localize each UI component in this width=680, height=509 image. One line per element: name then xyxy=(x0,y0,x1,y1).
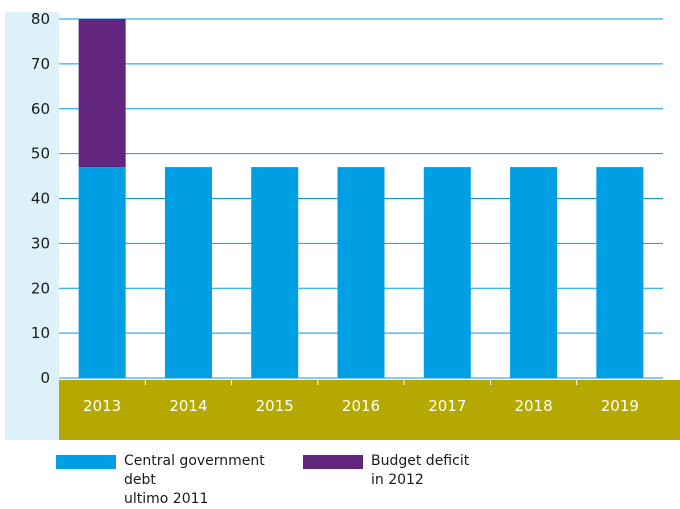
x-tick-label: 2014 xyxy=(169,397,207,415)
bar-debt xyxy=(164,167,212,378)
bar-debt xyxy=(251,167,299,378)
y-tick-label: 40 xyxy=(31,190,50,208)
y-tick-label: 0 xyxy=(40,369,50,387)
y-tick-label: 50 xyxy=(31,145,50,163)
x-tick-label: 2017 xyxy=(428,397,466,415)
y-tick-labels: 0 10 20 30 40 50 60 70 80 xyxy=(31,10,50,387)
legend-swatch-deficit xyxy=(303,455,363,469)
y-tick-label: 30 xyxy=(31,234,50,252)
y-tick-label: 80 xyxy=(31,10,50,28)
legend-label-deficit-line1: Budget deficit xyxy=(371,453,470,469)
bar-debt xyxy=(423,167,471,378)
legend-swatch-debt xyxy=(56,455,116,469)
bar-deficit xyxy=(78,19,126,168)
x-tick-label: 2018 xyxy=(514,397,552,415)
x-tick-label: 2016 xyxy=(342,397,380,415)
bar-debt xyxy=(596,167,644,378)
bar-debt xyxy=(510,167,558,378)
legend-item-deficit: Budget deficit in 2012 xyxy=(303,452,541,490)
x-tick-labels: 2013 2014 2015 2016 2017 2018 2019 xyxy=(83,397,639,415)
legend-label-debt-line1: Central government debt xyxy=(124,453,265,488)
bars xyxy=(78,19,644,378)
bar-debt xyxy=(78,167,126,378)
x-tick-label: 2019 xyxy=(601,397,639,415)
legend-label-debt-line2: ultimo 2011 xyxy=(124,491,209,507)
legend-label-deficit-line2: in 2012 xyxy=(371,472,424,488)
y-tick-label: 60 xyxy=(31,100,50,118)
bar-debt xyxy=(337,167,385,378)
x-tick-label: 2015 xyxy=(256,397,294,415)
y-axis-panel xyxy=(5,12,59,440)
y-tick-label: 10 xyxy=(31,324,50,342)
category-band-ticks xyxy=(144,380,578,385)
y-tick-label: 20 xyxy=(31,279,50,297)
legend-item-debt: Central government debt ultimo 2011 xyxy=(56,452,294,509)
x-tick-label: 2013 xyxy=(83,397,121,415)
category-band xyxy=(59,380,680,440)
legend-label-deficit: Budget deficit in 2012 xyxy=(371,452,541,490)
y-tick-label: 70 xyxy=(31,55,50,73)
legend-label-debt: Central government debt ultimo 2011 xyxy=(124,452,294,509)
